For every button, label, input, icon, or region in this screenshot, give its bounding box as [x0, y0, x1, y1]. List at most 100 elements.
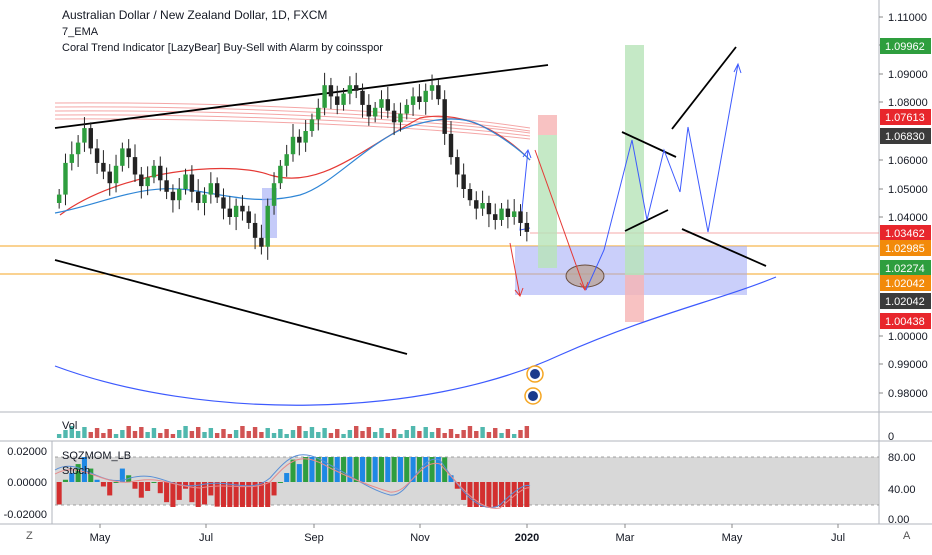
price-badge — [880, 128, 931, 144]
candle-down — [360, 90, 365, 105]
candle-up — [341, 93, 346, 105]
economic-event-icon-2[interactable] — [524, 387, 542, 405]
long-term-arc[interactable] — [54, 276, 777, 406]
candle-up — [511, 211, 517, 217]
long-position-stop[interactable] — [625, 275, 644, 322]
momentum-bar — [170, 482, 176, 507]
candle-up — [120, 148, 125, 166]
candle-down — [240, 205, 245, 212]
time-tick-label: Sep — [304, 532, 324, 544]
candle-up — [265, 205, 270, 247]
candle-down — [221, 197, 226, 209]
economic-event-icon-1[interactable] — [526, 365, 544, 383]
candle-up — [82, 128, 87, 143]
candle-down — [353, 85, 359, 91]
candle-down — [442, 99, 447, 134]
momentum-bar — [208, 482, 214, 496]
volume-bar — [404, 430, 409, 438]
momentum-bar — [410, 457, 416, 482]
candle-down — [170, 191, 176, 201]
volume-label[interactable]: Vol — [62, 420, 78, 432]
time-tick-label: Nov — [410, 532, 430, 544]
candle-up — [75, 142, 81, 155]
candle-up — [208, 183, 214, 195]
highlight-ellipse[interactable] — [565, 264, 605, 288]
long-position-target[interactable] — [625, 45, 644, 275]
volume-bar — [493, 428, 498, 438]
candle-down — [259, 237, 264, 247]
momentum-bar — [341, 457, 347, 482]
volume-bar — [132, 431, 138, 438]
momentum-bar — [88, 468, 94, 482]
candle-down — [252, 222, 258, 238]
volume-bar — [417, 431, 422, 438]
auto-scale-button[interactable]: A — [903, 530, 911, 542]
momentum-bar — [372, 457, 378, 482]
projection-path-red[interactable] — [509, 149, 589, 297]
momentum-bar — [454, 482, 460, 489]
osc-right-tick-top: 80.00 — [888, 452, 916, 464]
candle-down — [385, 99, 391, 111]
momentum-bar — [107, 482, 113, 496]
volume-bar — [278, 429, 283, 438]
momentum-bar — [480, 482, 486, 507]
price-badge — [880, 313, 931, 329]
momentum-bar — [246, 482, 252, 507]
candle-down — [227, 208, 233, 217]
short-position-stop[interactable] — [538, 115, 557, 135]
price-axis-badges: 1.09962 1.07613 1.06830 1.03462 1.02985 1.022… — [880, 38, 931, 329]
momentum-bar — [164, 482, 170, 503]
trendlines[interactable] — [54, 46, 767, 355]
volume-bar — [195, 427, 201, 438]
stoch-k-line — [54, 454, 531, 508]
momentum-bar — [473, 482, 479, 507]
candle-down — [505, 208, 511, 217]
indicator-coral-label[interactable]: Coral Trend Indicator [LazyBear] Buy-Sel… — [62, 42, 383, 54]
volume-axis-zero: 0 — [888, 431, 894, 443]
price-tick-label: 1.05000 — [888, 184, 928, 196]
volume-bar — [341, 434, 346, 438]
volume-bar — [183, 426, 188, 438]
zoom-reset-button[interactable]: Z — [26, 530, 33, 542]
candle-down — [297, 136, 302, 143]
price-badge — [880, 109, 931, 125]
candle-down — [214, 183, 220, 198]
momentum-bar — [322, 457, 328, 482]
candle-up — [372, 107, 378, 117]
candle-down — [132, 157, 138, 175]
short-position-target[interactable] — [538, 135, 557, 268]
osc-right-tick-mid: 40.00 — [888, 484, 916, 496]
price-badge — [880, 260, 931, 276]
momentum-bar — [157, 482, 163, 494]
price-badge — [880, 275, 931, 291]
volume-bar — [524, 426, 530, 438]
volume-bar — [158, 433, 163, 438]
volume-bar — [486, 432, 492, 438]
momentum-bar — [284, 473, 290, 482]
sqzmom-label[interactable]: SQZMOM_LB — [62, 450, 132, 462]
momentum-bar — [258, 482, 264, 507]
candle-up — [63, 162, 68, 195]
candle-up — [151, 165, 157, 178]
momentum-bar — [252, 482, 258, 507]
volume-bar — [347, 430, 353, 438]
momentum-bar — [517, 482, 524, 507]
volume-bar — [461, 430, 466, 438]
momentum-bar — [239, 482, 245, 507]
symbol-title[interactable]: Australian Dollar / New Zealand Dollar, … — [62, 8, 328, 22]
stoch-label[interactable]: Stoch — [62, 465, 91, 477]
momentum-bar — [119, 468, 125, 482]
indicator-ema-label[interactable]: 7_EMA — [62, 26, 99, 38]
volume-bar — [499, 433, 504, 438]
price-badge-label: 1.02042 — [885, 278, 925, 290]
oscillator-left-axis: 0.02000 0.00000 -0.02000 — [4, 446, 47, 521]
momentum-bar — [492, 482, 498, 507]
candlestick-series[interactable] — [56, 72, 530, 260]
candle-up — [316, 107, 321, 120]
candle-up — [202, 194, 207, 203]
volume-bar — [505, 429, 511, 438]
candle-down — [486, 203, 492, 215]
candle-up — [480, 203, 485, 209]
